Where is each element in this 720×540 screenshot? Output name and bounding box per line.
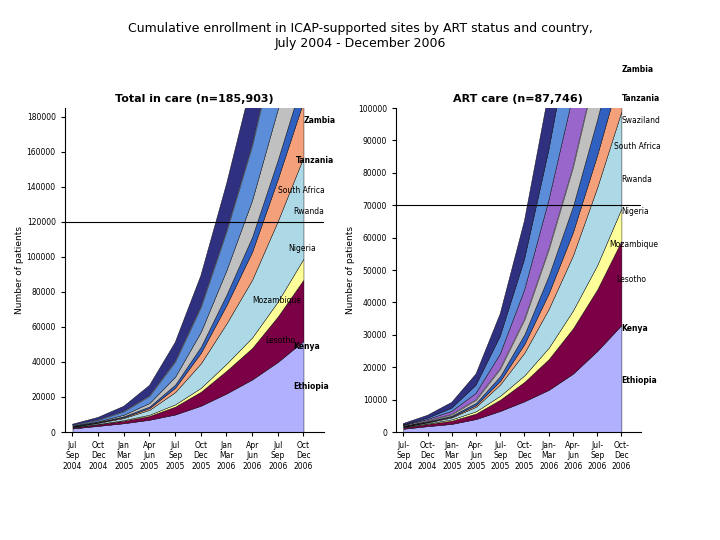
Text: Nigeria: Nigeria — [621, 207, 649, 216]
Text: Lesotho: Lesotho — [265, 336, 295, 346]
Text: Ethiopia: Ethiopia — [293, 382, 329, 391]
Text: Cumulative enrollment in ICAP-supported sites by ART status and country,
July 20: Cumulative enrollment in ICAP-supported … — [127, 22, 593, 50]
Text: Lesotho: Lesotho — [616, 275, 647, 284]
Text: South Africa: South Africa — [614, 143, 661, 151]
Y-axis label: Number of patients: Number of patients — [15, 226, 24, 314]
Y-axis label: Number of patients: Number of patients — [346, 226, 355, 314]
Text: Mozambique: Mozambique — [609, 240, 658, 248]
Text: Nigeria: Nigeria — [288, 244, 316, 253]
Text: Tanzania: Tanzania — [296, 156, 334, 165]
Text: South Africa: South Africa — [278, 186, 325, 195]
Text: Zambia: Zambia — [621, 65, 654, 73]
Text: Rwanda: Rwanda — [621, 175, 652, 184]
Text: Tanzania: Tanzania — [621, 94, 660, 103]
Text: Rwanda: Rwanda — [293, 207, 324, 216]
Text: Kenya: Kenya — [293, 342, 320, 350]
Text: Swaziland: Swaziland — [621, 117, 660, 125]
Text: Mozambique: Mozambique — [252, 296, 301, 305]
Title: ART care (n=87,746): ART care (n=87,746) — [454, 94, 583, 104]
Title: Total in care (n=185,903): Total in care (n=185,903) — [115, 94, 274, 104]
Text: Ethiopia: Ethiopia — [621, 376, 657, 384]
Text: Zambia: Zambia — [303, 116, 336, 125]
Text: Kenya: Kenya — [621, 324, 648, 333]
